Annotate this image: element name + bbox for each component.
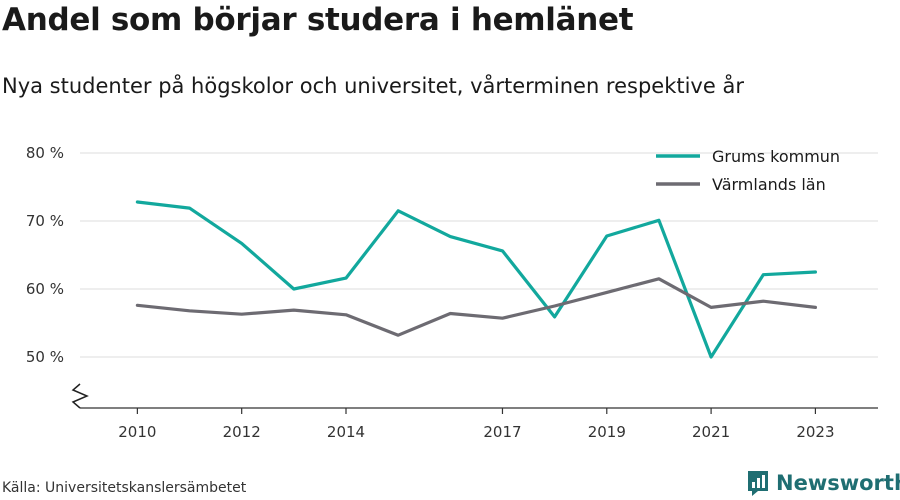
chart-title: Andel som börjar studera i hemlänet	[2, 2, 634, 38]
source-note: Källa: Universitetskanslersämbetet	[2, 480, 247, 496]
legend-label-1: Värmlands län	[712, 175, 826, 194]
y-tick-label-70: 70 %	[26, 212, 64, 230]
axes: 50 % 60 % 70 % 80 % 2010 2012 2014 2017 2019 2021…	[26, 144, 878, 441]
x-tick-label-2017: 2017	[483, 423, 521, 441]
brand-name: Newsworthy	[776, 471, 900, 495]
y-tick-label-60: 60 %	[26, 280, 64, 298]
chart-subtitle: Nya studenter på högskolor och universit…	[2, 74, 744, 98]
y-axis-break-icon	[71, 383, 89, 409]
y-tick-label-50: 50 %	[26, 348, 64, 366]
x-tick-label-2019: 2019	[588, 423, 626, 441]
brand-logo[interactable]: Newsworthy	[746, 468, 900, 498]
legend-label-0: Grums kommun	[712, 147, 840, 166]
x-tick-label-2012: 2012	[223, 423, 261, 441]
x-tick-label-2010: 2010	[118, 423, 156, 441]
y-tick-label-80: 80 %	[26, 144, 64, 162]
bar-chart-logo-icon	[748, 471, 768, 496]
series-line-grums	[135, 200, 817, 359]
legend: Grums kommun Värmlands län	[656, 147, 840, 194]
series-line-varmland	[135, 277, 817, 337]
line-chart: 50 % 60 % 70 % 80 % 2010 2012 2014 2017 2019 2021…	[26, 144, 878, 441]
series-lines	[135, 200, 817, 359]
x-tick-label-2023: 2023	[796, 423, 834, 441]
x-tick-label-2021: 2021	[692, 423, 730, 441]
gridlines	[80, 152, 878, 358]
x-tick-label-2014: 2014	[327, 423, 365, 441]
